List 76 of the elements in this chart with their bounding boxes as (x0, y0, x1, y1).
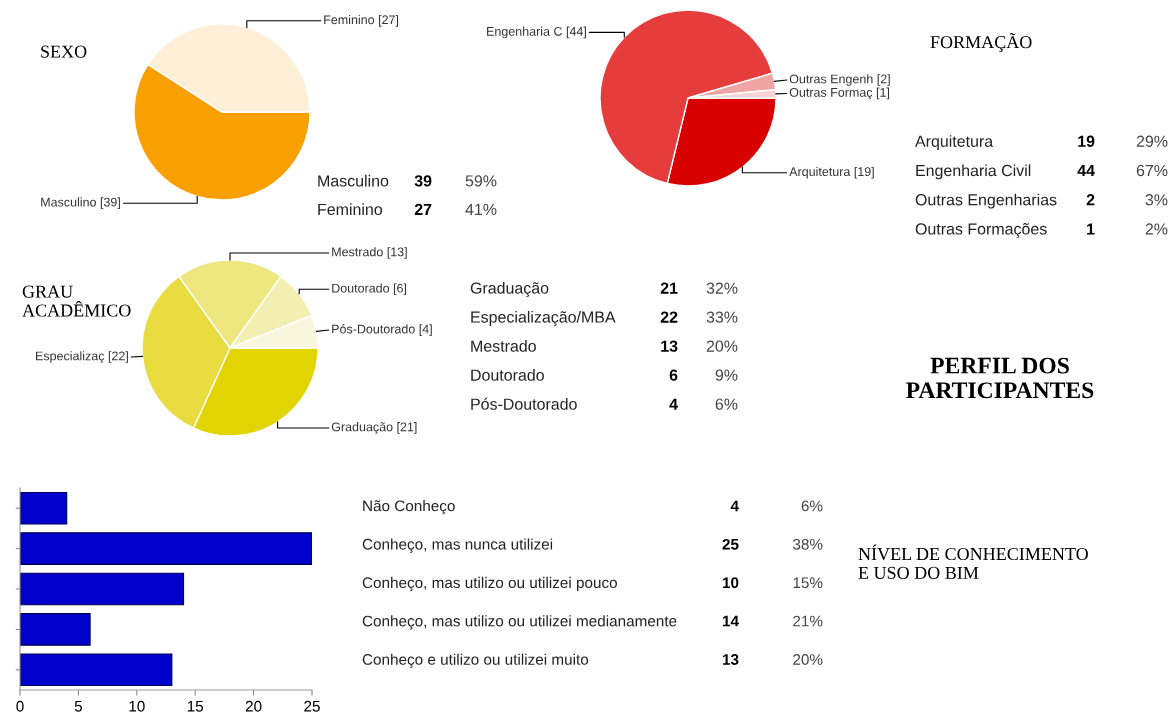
slice-label: Outras Engenh [2] (789, 74, 890, 86)
text: SEXO (41, 45, 87, 58)
text: 20% (706, 340, 738, 352)
text: Masculino (318, 174, 389, 187)
text: Feminino (318, 203, 383, 216)
text: 14 (722, 615, 739, 627)
slice-label: Pós-Doutorado [4] (332, 324, 432, 336)
text: FORMAÇÃO (930, 33, 1032, 52)
text: 25 (722, 538, 739, 550)
text: 3% (1145, 194, 1168, 206)
x-tick-label: 20 (245, 700, 262, 712)
slice-label: Outras Formaç [1] (789, 87, 890, 100)
x-tick-label: 10 (129, 700, 145, 712)
text: Outras Formações (915, 222, 1047, 238)
text: Outras Engenharias (915, 193, 1057, 209)
text: 6% (715, 398, 738, 410)
text: PERFIL DOS PARTICIPANTES (906, 357, 1094, 399)
text: 22 (660, 311, 678, 323)
text: 27 (414, 203, 432, 215)
slice-label: Feminino [27] (324, 14, 399, 27)
x-tick-label: 5 (74, 700, 83, 712)
slice-label: Especializaç [22] (36, 351, 128, 363)
text: 59% (465, 175, 497, 187)
text: Não Conheço (363, 500, 455, 515)
text: Conheço, mas utilizo ou utilizei pouco (362, 576, 617, 592)
text: 21 (660, 282, 678, 294)
text: 9% (715, 369, 738, 381)
bar (20, 491, 68, 525)
text: 44 (1077, 165, 1095, 177)
text: 38% (793, 538, 823, 550)
text: 29% (1136, 135, 1168, 147)
text: 39 (414, 175, 432, 187)
text: Graduação (470, 282, 549, 297)
text: 10 (722, 577, 739, 589)
bar (20, 653, 173, 687)
text: 6% (801, 500, 823, 512)
text: 20% (793, 654, 823, 665)
slice-label: Graduação [21] (331, 422, 417, 434)
bar (20, 572, 185, 606)
slice-label: Mestrado [13] (332, 247, 407, 259)
text: Conheço, mas nunca utilizei (362, 538, 553, 553)
text: GRAU ACADÊMICO (22, 285, 131, 317)
text: 4 (669, 398, 678, 410)
text: Conheço e utilizo ou utilizei muito (362, 653, 589, 668)
bar (20, 532, 312, 565)
text: 67% (1136, 164, 1168, 177)
text: 6 (669, 369, 678, 381)
slice-label: Arquitetura [19] (789, 166, 874, 179)
x-tick-label: 15 (187, 700, 204, 712)
text: NÍVEL DE CONHECIMENTO E USO DO BIM (858, 544, 1088, 579)
x-tick-label: 0 (16, 700, 24, 712)
text: 21% (793, 615, 823, 627)
text: Especialização/MBA (471, 311, 616, 326)
x-tick-label: 25 (304, 700, 320, 712)
slice-label: Engenharia C [44] (487, 26, 586, 39)
pie-slice (599, 9, 774, 185)
text: Pós-Doutorado (471, 397, 577, 410)
text: Conheço, mas utilizo ou utilizei medianamente (362, 615, 677, 630)
text: 13 (661, 340, 678, 352)
text: 33% (706, 311, 738, 323)
text: 2 (1086, 194, 1095, 206)
bar (20, 613, 91, 646)
text: 19 (1078, 135, 1095, 147)
text: 1 (1087, 223, 1095, 235)
text: 13 (722, 654, 739, 665)
text: Arquitetura (915, 135, 994, 151)
text: Doutorado (471, 369, 544, 381)
text: 15% (793, 577, 823, 589)
text: 41% (465, 203, 497, 215)
text: Mestrado (471, 340, 536, 352)
slice-label: Masculino [39] (41, 197, 120, 210)
text: 32% (706, 282, 738, 294)
text: 4 (730, 500, 739, 512)
slice-label: Doutorado [6] (332, 283, 407, 296)
text: Engenharia Civil (916, 164, 1031, 180)
text: 2% (1145, 223, 1168, 235)
